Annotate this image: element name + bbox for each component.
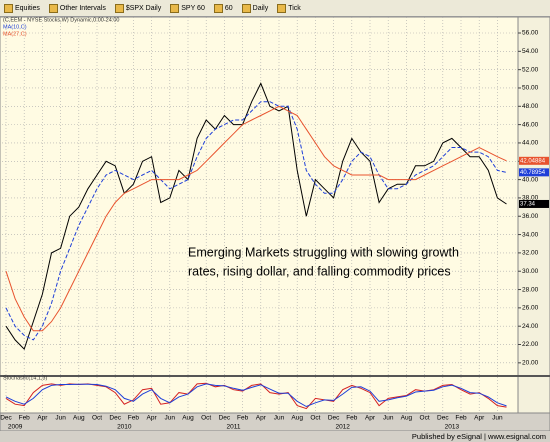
- legend-entry: MA(27,C): [3, 31, 27, 37]
- y-tick-label: 36.00: [522, 213, 539, 220]
- toolbar: Equities Other Intervals $SPX Daily SPY 60 6…: [0, 0, 550, 17]
- x-tick-label: Aug: [291, 415, 303, 422]
- last-value-tag: [519, 199, 549, 208]
- x-tick-label: Oct: [420, 415, 430, 422]
- toolbar-item[interactable]: SPY 60: [170, 4, 205, 13]
- x-tick-label: Jun: [165, 415, 176, 422]
- legend-entry: MA(10,C): [3, 24, 27, 30]
- x-tick-label: Feb: [346, 415, 358, 422]
- last-value-tag: [519, 156, 549, 165]
- x-tick-label: Jun: [492, 415, 503, 422]
- y-tick-label: 38.00: [522, 195, 539, 202]
- x-tick-label: Jun: [383, 415, 394, 422]
- x-tick-label: Jun: [55, 415, 66, 422]
- y-tick-label: 30.00: [522, 268, 539, 275]
- y-tick-label: 22.00: [522, 341, 539, 348]
- series-line: [5, 105, 507, 332]
- x-tick-label: Apr: [147, 415, 158, 422]
- x-year-label: 2011: [227, 424, 241, 431]
- x-year-label: 2012: [335, 424, 350, 431]
- legend-entry: (C,EEM - NYSE Stocks,W) Dynamic,0:00-24:…: [3, 17, 119, 23]
- x-tick-label: Dec: [437, 415, 449, 422]
- toolbar-item[interactable]: Tick: [277, 4, 301, 13]
- panel-title: Stochastic(14,1,3): [3, 375, 47, 381]
- y-tick-label: 46.00: [522, 121, 539, 128]
- x-year-label: 2010: [117, 424, 132, 431]
- y-tick-label: 34.00: [522, 231, 539, 238]
- y-tick-label: 32.00: [522, 250, 539, 257]
- x-tick-label: Dec: [219, 415, 231, 422]
- last-value-tag: [519, 168, 549, 177]
- x-tick-label: Jun: [274, 415, 285, 422]
- x-tick-label: Dec: [0, 415, 12, 422]
- x-tick-label: Aug: [73, 415, 85, 422]
- x-tick-label: Feb: [455, 415, 467, 422]
- series-line: [5, 101, 507, 341]
- x-tick-label: Dec: [109, 415, 121, 422]
- x-tick-label: Oct: [92, 415, 102, 422]
- y-tick-label: 40.00: [522, 176, 539, 183]
- y-tick-label: 20.00: [522, 360, 539, 367]
- x-tick-label: Aug: [182, 415, 194, 422]
- y-tick-label: 28.00: [522, 286, 539, 293]
- toolbar-item[interactable]: Daily: [242, 4, 269, 13]
- x-tick-label: Dec: [328, 415, 340, 422]
- annotation: Emerging Markets struggling with slowing…: [188, 245, 459, 259]
- last-value-label: 40.78954: [520, 170, 546, 176]
- series-line: [5, 82, 507, 351]
- footer: Published by eSignal | www.esignal.com: [412, 432, 546, 441]
- y-tick-label: 44.00: [522, 140, 539, 147]
- x-tick-label: Apr: [37, 415, 48, 422]
- x-year-label: 2013: [445, 424, 460, 431]
- x-year-label: 2009: [8, 424, 23, 431]
- toolbar-item[interactable]: $SPX Daily: [115, 4, 161, 13]
- x-tick-label: Oct: [201, 415, 211, 422]
- x-tick-label: Apr: [365, 415, 376, 422]
- x-tick-label: Feb: [237, 415, 249, 422]
- x-tick-label: Oct: [310, 415, 320, 422]
- toolbar-item[interactable]: Other Intervals: [49, 4, 106, 13]
- x-tick-label: Apr: [474, 415, 485, 422]
- y-tick-label: 50.00: [522, 85, 539, 92]
- annotation: rates, rising dollar, and falling commod…: [188, 264, 451, 278]
- y-tick-label: 56.00: [522, 30, 539, 37]
- plot-background: [0, 17, 519, 414]
- chart: Dec 2009 Feb Apr Jun Aug Oct Dec 2010 Feb Apr Jun Au…: [0, 17, 550, 442]
- toolbar-item[interactable]: Equities: [4, 4, 40, 13]
- y-tick-label: 54.00: [522, 48, 539, 55]
- y-tick-label: 48.00: [522, 103, 539, 110]
- series-line: [5, 383, 507, 408]
- y-tick-label: 26.00: [522, 305, 539, 312]
- toolbar-item[interactable]: 60: [214, 4, 233, 13]
- x-tick-label: Feb: [128, 415, 140, 422]
- last-value-label: 37.34: [520, 202, 536, 208]
- footer-bar: [0, 431, 550, 442]
- last-value-label: 42.04884: [520, 158, 546, 164]
- x-tick-label: Aug: [401, 415, 413, 422]
- y-tick-label: 52.00: [522, 66, 539, 73]
- y-tick-label: 24.00: [522, 323, 539, 330]
- x-tick-label: Feb: [19, 415, 31, 422]
- x-tick-label: Apr: [256, 415, 267, 422]
- axis-background: [517, 17, 550, 414]
